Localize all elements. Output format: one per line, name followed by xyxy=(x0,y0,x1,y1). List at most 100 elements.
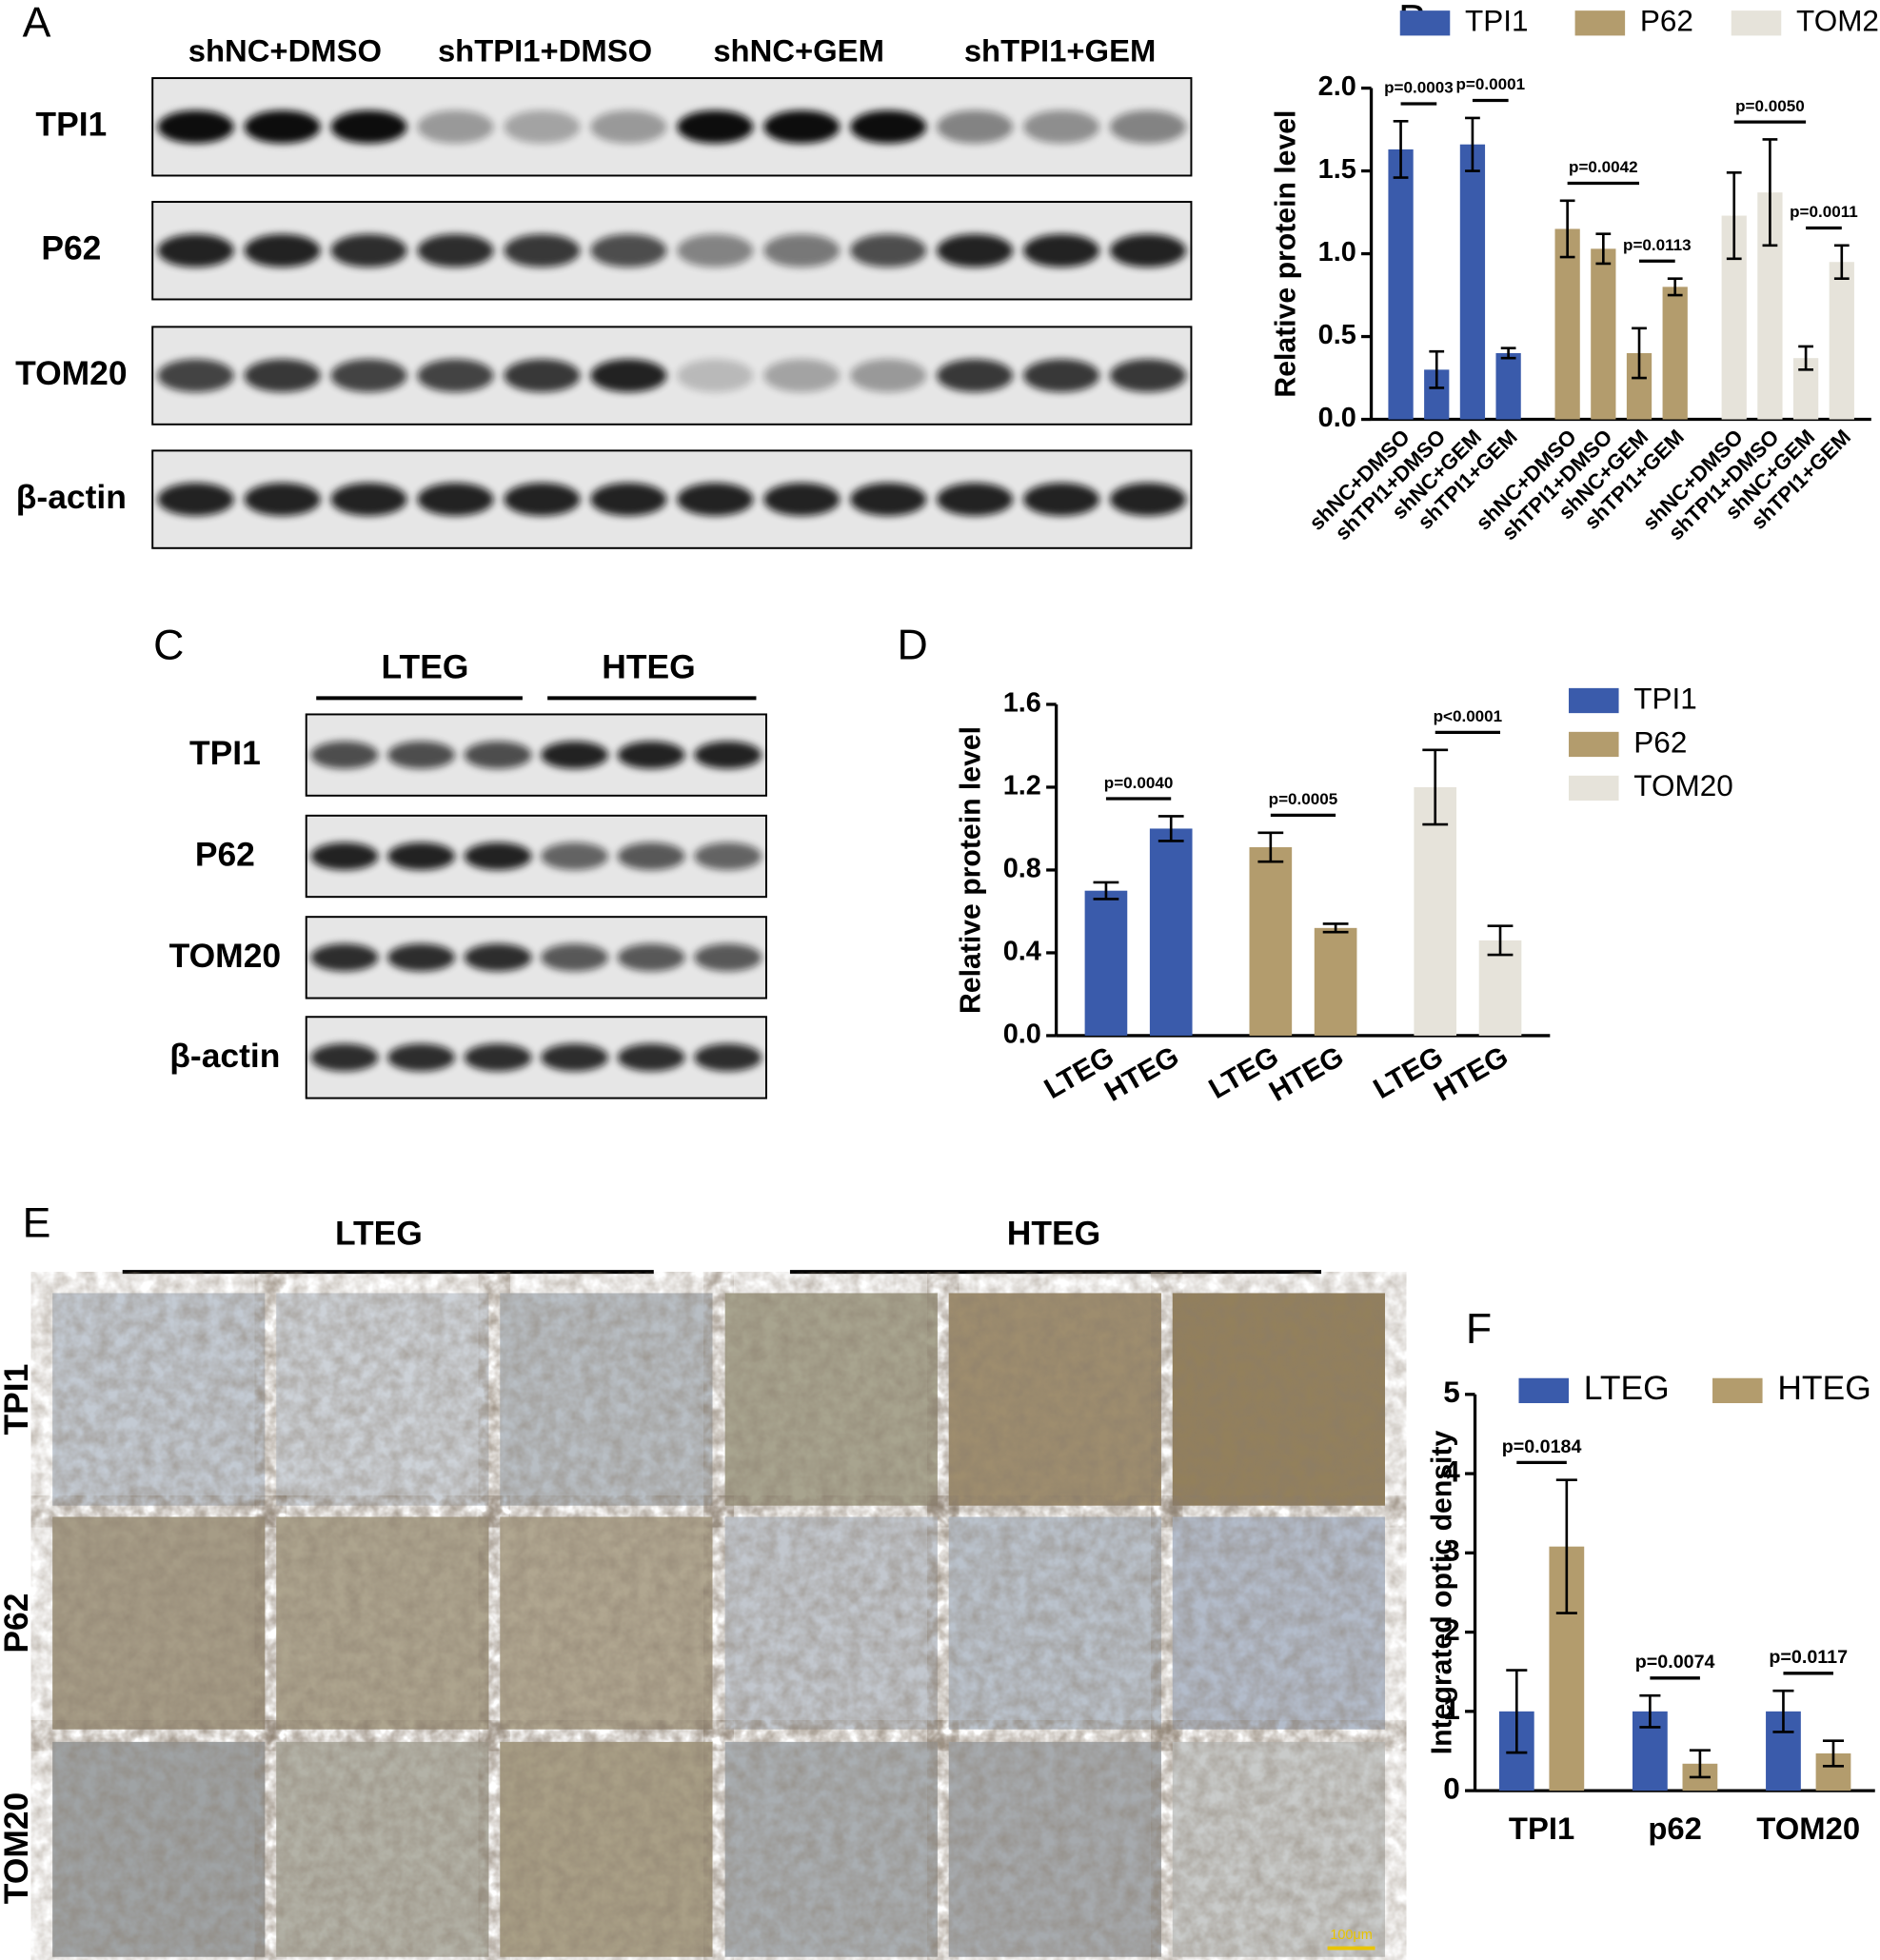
legend-swatch xyxy=(1569,775,1619,802)
significance-label: p=0.0040 xyxy=(1104,774,1174,792)
ihc-texture xyxy=(1172,1741,1385,1957)
panel-label: A xyxy=(23,0,51,47)
legend-swatch xyxy=(1569,731,1619,758)
y-tick-label: 1.0 xyxy=(1318,237,1356,267)
panel-label: E xyxy=(23,1199,51,1246)
y-tick-label: 2.0 xyxy=(1318,71,1356,102)
y-tick-label: 4 xyxy=(1443,1454,1460,1488)
blot-membrane xyxy=(305,916,767,1000)
blot-membrane xyxy=(151,449,1193,549)
blot-band xyxy=(1109,109,1186,144)
error-bar xyxy=(1158,815,1184,842)
blot-band xyxy=(1109,233,1186,267)
blot-band xyxy=(1023,109,1100,144)
column-label: HTEG xyxy=(602,648,695,686)
error-bar xyxy=(1555,1478,1577,1614)
error-bar xyxy=(1667,277,1683,297)
bar xyxy=(1084,890,1128,1036)
ihc-texture xyxy=(500,1516,713,1730)
significance-label: p=0.0117 xyxy=(1769,1647,1848,1668)
panel-label: D xyxy=(897,623,927,669)
legend-label: TPI1 xyxy=(1633,681,1697,715)
blot-band xyxy=(417,109,494,144)
y-tick-label: 0.8 xyxy=(1003,854,1041,884)
significance-label: p=0.0184 xyxy=(1502,1436,1582,1457)
y-tick-label: 2 xyxy=(1443,1613,1460,1647)
blot-band xyxy=(244,359,321,392)
panel-label: F xyxy=(1466,1306,1492,1353)
bar xyxy=(1314,927,1357,1036)
blot-band xyxy=(763,483,841,517)
blot-band xyxy=(677,109,754,144)
blot-band xyxy=(541,1043,609,1072)
blot-band xyxy=(244,483,321,517)
blot-band xyxy=(1023,233,1100,267)
legend-label: TOM20 xyxy=(1796,4,1880,38)
row-label: P62 xyxy=(0,1594,35,1653)
legend-label: P62 xyxy=(1633,724,1687,759)
y-tick-label: 1 xyxy=(1443,1692,1460,1726)
column-label: shTPI1+GEM xyxy=(964,32,1157,68)
blot-band xyxy=(157,233,234,267)
legend-label: LTEG xyxy=(1584,1369,1670,1407)
error-bar xyxy=(1833,244,1850,280)
y-tick-label: 0.4 xyxy=(1003,937,1041,967)
error-bar xyxy=(1393,120,1409,179)
error-bar xyxy=(1093,881,1119,901)
y-tick-label: 3 xyxy=(1443,1534,1460,1568)
error-bar xyxy=(1632,327,1647,380)
blot-band xyxy=(590,483,667,517)
blot-band xyxy=(157,483,234,517)
blot-band xyxy=(310,841,379,871)
blot-band xyxy=(617,943,685,972)
blot-band xyxy=(763,233,841,267)
blot-band xyxy=(694,841,762,871)
significance-label: p=0.0003 xyxy=(1384,79,1454,97)
ihc-texture xyxy=(276,1293,489,1506)
blot-band xyxy=(763,359,841,392)
y-tick-label: 0.0 xyxy=(1003,1020,1041,1050)
blot-band xyxy=(387,943,455,972)
y-tick-label: 1.2 xyxy=(1003,771,1041,802)
y-tick-label: 5 xyxy=(1443,1375,1460,1409)
column-label: shNC+GEM xyxy=(713,32,884,68)
column-label: shTPI1+DMSO xyxy=(438,32,652,68)
x-tick-label: HTEG xyxy=(1099,1040,1184,1108)
row-label: TPI1 xyxy=(0,1364,35,1435)
error-bar xyxy=(1772,1689,1794,1733)
legend-swatch xyxy=(1574,10,1626,36)
significance-label: p=0.0113 xyxy=(1623,236,1692,254)
ihc-texture xyxy=(724,1293,938,1506)
y-axis-label: Relative protein level xyxy=(956,726,987,1014)
legend-swatch xyxy=(1712,1377,1763,1404)
ihc-texture xyxy=(948,1741,1161,1957)
legend-label: P62 xyxy=(1640,4,1693,38)
blot-band xyxy=(310,1043,379,1072)
y-tick-label: 0.0 xyxy=(1318,403,1356,433)
bar xyxy=(1591,248,1616,420)
y-tick-label: 0.5 xyxy=(1318,320,1356,350)
error-bar xyxy=(1559,199,1575,259)
blot-band xyxy=(1023,359,1100,392)
error-bar xyxy=(1422,748,1449,826)
blot-band xyxy=(541,841,609,871)
blot-band xyxy=(617,741,685,769)
column-label: HTEG xyxy=(1007,1214,1100,1252)
blot-band xyxy=(330,109,407,144)
significance-label: p=0.0005 xyxy=(1269,790,1338,808)
ihc-texture xyxy=(948,1516,1161,1730)
blot-band xyxy=(677,359,754,392)
error-bar xyxy=(1257,831,1284,863)
blot-membrane xyxy=(305,713,767,797)
significance-label: p=0.0050 xyxy=(1735,97,1805,115)
column-label: LTEG xyxy=(335,1214,423,1252)
legend-label: TOM20 xyxy=(1633,768,1732,802)
blot-band xyxy=(417,233,494,267)
column-label: LTEG xyxy=(382,648,469,686)
blot-band xyxy=(850,359,927,392)
ihc-texture xyxy=(276,1516,489,1730)
ihc-texture xyxy=(500,1293,713,1506)
blot-membrane xyxy=(305,1016,767,1099)
blot-membrane xyxy=(151,201,1193,301)
